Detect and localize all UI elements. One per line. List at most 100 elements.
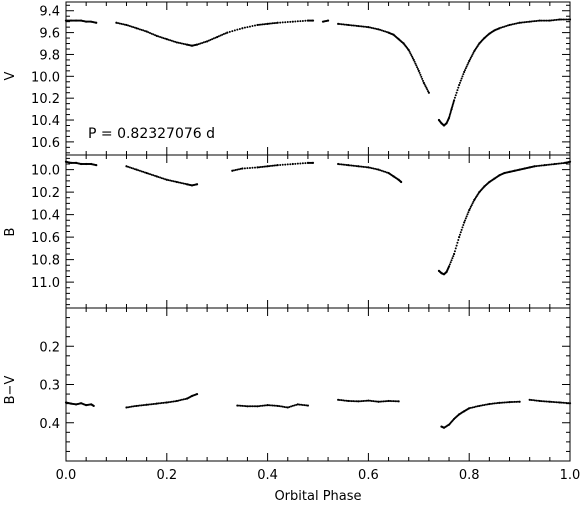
- data-point: [357, 400, 360, 403]
- data-point: [468, 59, 471, 63]
- data-point: [350, 164, 353, 167]
- data-point: [259, 23, 262, 26]
- data-point: [397, 400, 400, 403]
- data-point: [164, 178, 167, 181]
- data-point: [137, 404, 140, 407]
- data-point: [538, 164, 541, 167]
- data-point: [377, 400, 380, 403]
- data-point: [508, 400, 511, 404]
- data-point: [345, 23, 348, 26]
- data-point: [273, 404, 276, 407]
- data-point: [348, 164, 351, 167]
- data-point: [537, 19, 540, 22]
- data-point: [395, 400, 398, 403]
- data-point: [516, 400, 519, 403]
- data-point: [471, 53, 474, 56]
- data-point: [548, 163, 551, 166]
- data-point: [362, 399, 365, 402]
- data-point: [416, 68, 419, 71]
- data-point: [367, 26, 370, 29]
- data-point: [540, 164, 543, 167]
- data-point: [565, 18, 568, 21]
- data-point: [374, 27, 377, 30]
- data-point: [279, 21, 282, 24]
- data-point: [199, 42, 202, 45]
- data-point: [337, 398, 340, 401]
- data-point: [528, 398, 531, 401]
- data-point: [420, 75, 423, 78]
- data-point: [500, 401, 503, 404]
- data-point: [513, 22, 516, 25]
- data-point: [537, 164, 540, 167]
- data-point: [261, 404, 264, 407]
- data-point: [145, 30, 148, 33]
- axes-layer: 9.4 9.6 9.8 10.0 10.2 10.4 10.6 V 10.0 10.2 10.4 10…: [3, 2, 580, 483]
- data-point: [276, 404, 279, 408]
- data-point: [271, 404, 274, 407]
- data-point: [221, 33, 224, 36]
- data-point: [179, 399, 182, 402]
- data-point: [132, 26, 135, 29]
- data-point: [481, 404, 484, 407]
- data-point: [472, 51, 475, 54]
- data-point: [284, 163, 287, 166]
- data-point: [558, 401, 562, 404]
- data-point: [291, 20, 294, 23]
- data-point: [506, 401, 509, 404]
- x-axis-label: Orbital Phase: [274, 489, 361, 504]
- y-axis-label: B: [3, 228, 18, 237]
- data-point: [147, 172, 150, 175]
- data-point: [301, 403, 304, 406]
- x-tick-label: 0.8: [459, 468, 480, 483]
- data-point: [357, 24, 360, 28]
- data-point: [372, 27, 375, 30]
- data-point: [508, 23, 511, 27]
- data-point: [459, 79, 462, 82]
- data-point: [259, 404, 262, 407]
- data-point: [355, 24, 358, 27]
- data-point: [207, 39, 210, 42]
- data-point: [458, 233, 461, 236]
- data-point: [271, 164, 274, 167]
- data-point: [414, 62, 417, 65]
- data-point: [375, 27, 378, 30]
- data-point: [478, 404, 481, 408]
- data-point: [92, 404, 95, 408]
- data-point: [407, 48, 410, 52]
- data-point: [280, 405, 283, 408]
- data-point: [249, 405, 252, 408]
- data-point: [155, 34, 158, 37]
- data-point: [506, 24, 509, 27]
- data-point: [261, 165, 264, 168]
- data-point: [264, 23, 267, 26]
- data-point: [461, 226, 464, 229]
- data-point: [233, 169, 235, 172]
- data-point: [427, 91, 430, 94]
- y-axis-label: V: [3, 71, 18, 80]
- data-point: [462, 223, 465, 226]
- data-point: [350, 400, 353, 403]
- data-point: [159, 402, 162, 405]
- data-point: [469, 207, 472, 210]
- data-point: [379, 28, 382, 31]
- data-point: [377, 168, 380, 171]
- data-point: [338, 163, 341, 166]
- data-point: [456, 241, 459, 244]
- data-point: [545, 19, 548, 22]
- data-point: [125, 406, 128, 409]
- data-point: [248, 166, 251, 169]
- data-point: [464, 69, 466, 72]
- data-point: [169, 39, 172, 42]
- data-point: [254, 405, 257, 408]
- data-point: [197, 43, 200, 46]
- data-point: [154, 34, 157, 37]
- data-point: [154, 174, 157, 177]
- data-point: [298, 403, 301, 406]
- data-point: [165, 178, 168, 181]
- data-point: [553, 162, 556, 166]
- data-point: [347, 23, 350, 27]
- data-point: [560, 401, 563, 404]
- data-point: [135, 168, 138, 171]
- data-point: [172, 400, 175, 403]
- data-point: [271, 22, 274, 25]
